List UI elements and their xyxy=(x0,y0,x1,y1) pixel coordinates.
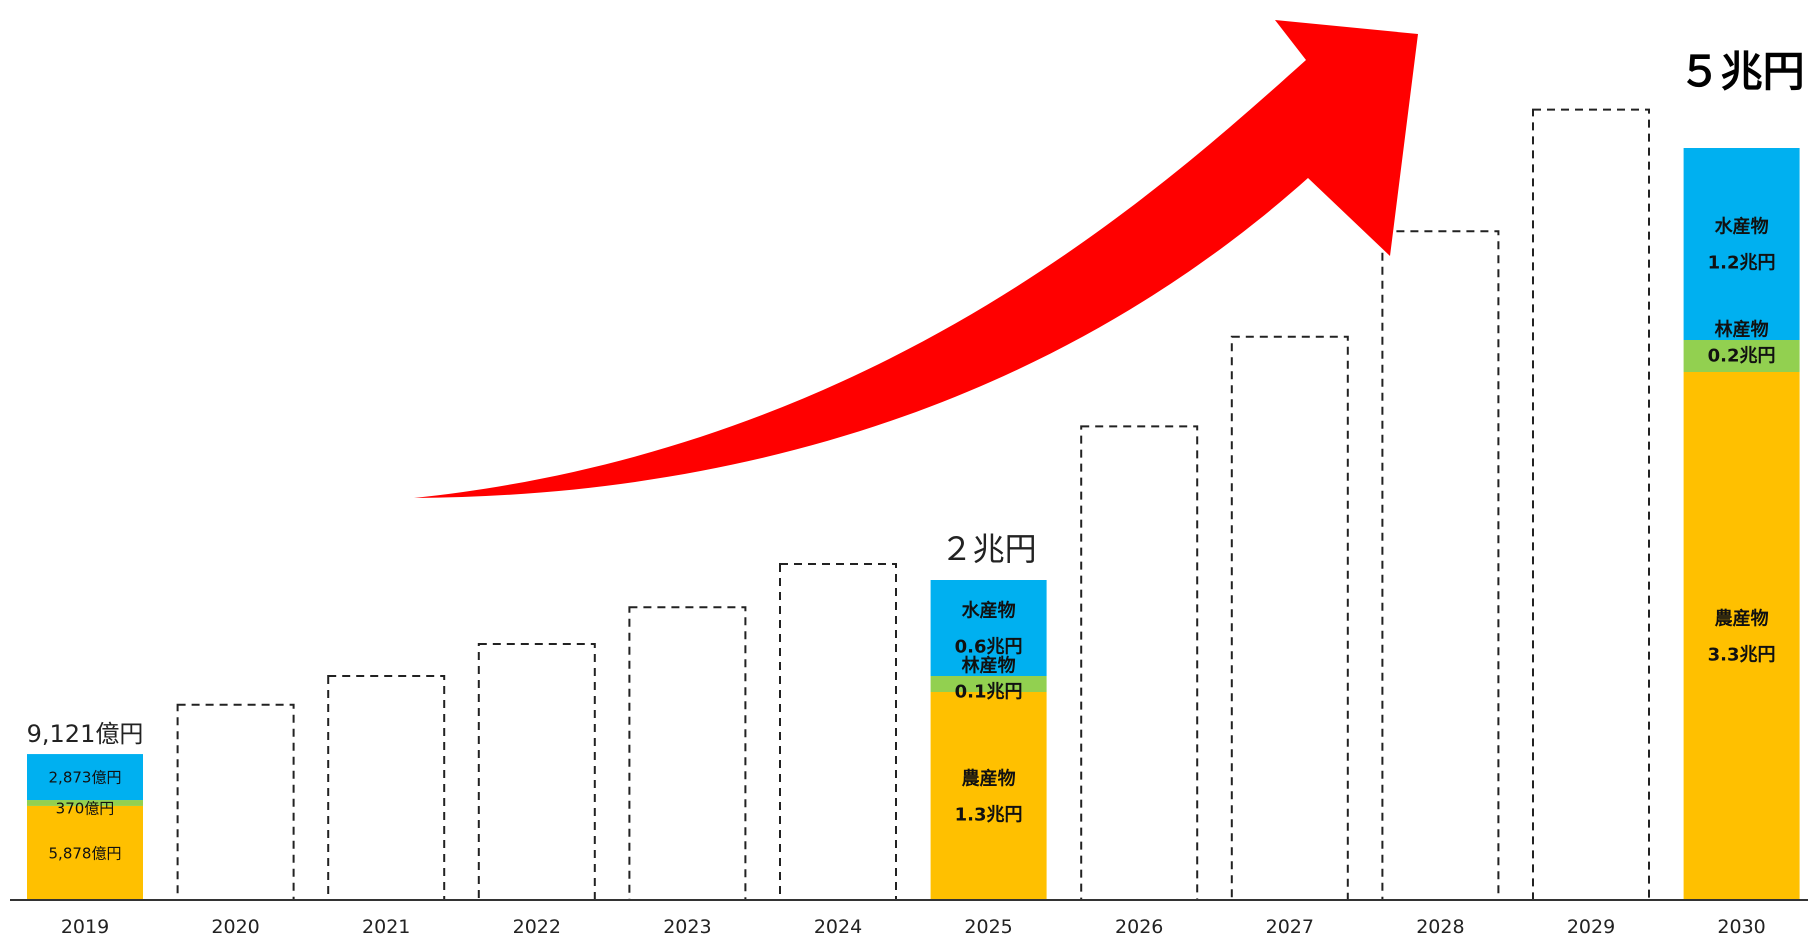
tick-label-2030: 2030 xyxy=(1717,916,1765,938)
growth-arrow xyxy=(414,20,1418,498)
total-label-2030: ５兆円 xyxy=(1679,47,1805,96)
segment-label: 2,873億円 xyxy=(49,768,122,786)
segment-labels: 5,878億円 370億円 2,873億円 農産物 1.3兆円 林産物 0.1兆円 水産物 0.… xyxy=(49,215,1776,862)
tick-label-2028: 2028 xyxy=(1416,916,1464,938)
tick-label-2022: 2022 xyxy=(513,916,561,938)
x-axis-tick-labels: 2019 2020 2021 2022 2023 2024 2025 2026 2027 2028… xyxy=(61,916,1766,938)
outline-bar-2020 xyxy=(176,703,295,901)
tick-label-2027: 2027 xyxy=(1266,916,1314,938)
outline-bar-2022 xyxy=(477,643,596,901)
total-label-2019: 9,121億円 xyxy=(27,720,144,748)
segment-label: 5,878億円 xyxy=(49,844,122,862)
segment-label: 林産物 xyxy=(1715,318,1769,340)
outline-bar-2028 xyxy=(1381,230,1500,901)
tick-label-2021: 2021 xyxy=(362,916,410,938)
bar-segment-2030-0 xyxy=(1683,372,1800,900)
segment-label: 0.2兆円 xyxy=(1708,345,1776,366)
bar-segment-2025-0 xyxy=(930,692,1047,900)
outline-bar-2026 xyxy=(1080,425,1199,901)
tick-label-2026: 2026 xyxy=(1115,916,1163,938)
tick-label-2029: 2029 xyxy=(1567,916,1615,938)
outline-bar-2021 xyxy=(327,675,446,901)
stacked-bars xyxy=(27,148,1800,900)
outline-bar-2027 xyxy=(1230,335,1349,901)
segment-label: 水産物 xyxy=(962,599,1016,621)
total-labels: 9,121億円 ２兆円 ５兆円 xyxy=(27,47,1805,748)
outline-bar-2023 xyxy=(628,606,747,901)
segment-label: 0.1兆円 xyxy=(955,681,1023,702)
segment-label: 1.3兆円 xyxy=(955,804,1023,825)
bar-segment-2025-1 xyxy=(930,676,1047,692)
bar-segment-2025-2 xyxy=(930,580,1047,676)
tick-label-2024: 2024 xyxy=(814,916,862,938)
tick-label-2019: 2019 xyxy=(61,916,109,938)
segment-label: 農産物 xyxy=(1715,607,1769,629)
projection-outlines xyxy=(176,108,1650,902)
bar-segment-2019-1 xyxy=(27,800,143,806)
tick-label-2023: 2023 xyxy=(663,916,711,938)
bar-segment-2030-1 xyxy=(1683,340,1800,372)
segment-label: 水産物 xyxy=(1715,215,1769,237)
bar-segment-2019-2 xyxy=(27,754,143,801)
bar-segment-2030-2 xyxy=(1683,148,1800,340)
segment-label: 3.3兆円 xyxy=(1708,644,1776,665)
outline-bar-2024 xyxy=(779,563,897,901)
outline-bar-2029 xyxy=(1532,108,1650,902)
segment-label: 林産物 xyxy=(962,654,1016,676)
segment-label: 0.6兆円 xyxy=(955,636,1023,657)
segment-label: 1.2兆円 xyxy=(1708,252,1776,273)
tick-label-2020: 2020 xyxy=(211,916,259,938)
bar-segment-2019-0 xyxy=(27,805,143,900)
segment-label: 370億円 xyxy=(56,799,115,817)
tick-label-2025: 2025 xyxy=(964,916,1012,938)
segment-label: 農産物 xyxy=(962,767,1016,789)
total-label-2025: ２兆円 xyxy=(941,530,1037,568)
